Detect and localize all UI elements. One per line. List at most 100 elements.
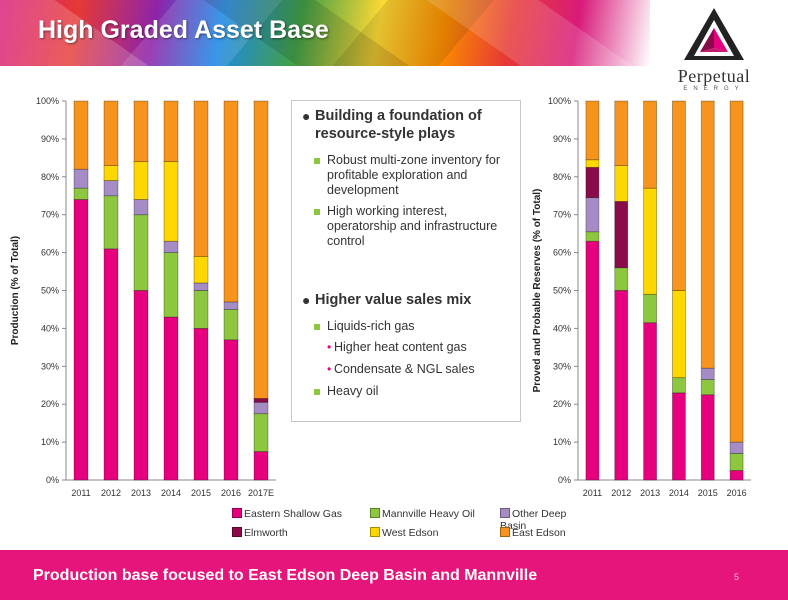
y-tick-label: 100% <box>36 96 59 106</box>
x-tick-label: 2014 <box>161 488 181 498</box>
bar-segment <box>253 451 269 481</box>
bar-segment <box>672 100 686 291</box>
sub-bullet-text: Robust multi-zone inventory for profitab… <box>327 153 500 197</box>
x-tick-label: 2013 <box>131 488 151 498</box>
bar-segment <box>133 100 149 163</box>
bar-segment <box>253 398 269 403</box>
bar-segment <box>163 240 179 253</box>
triangle-logo-icon <box>684 8 744 60</box>
bar-segment <box>672 290 686 379</box>
sub-sub-bullet-text: Higher heat content gas <box>334 340 467 354</box>
y-tick-label: 90% <box>41 134 59 144</box>
bar-segment <box>643 100 657 189</box>
bar-segment <box>193 327 209 481</box>
y-tick-label: 10% <box>41 437 59 447</box>
y-tick-label: 40% <box>553 323 571 333</box>
sub-bullet-text: Liquids-rich gas <box>327 319 415 333</box>
bar-segment <box>253 413 269 452</box>
bar-segment <box>729 453 744 471</box>
legend-label: Eastern Shallow Gas <box>244 508 343 520</box>
small-bullet-icon: • <box>327 340 332 354</box>
header-banner: High Graded Asset Base <box>0 0 650 66</box>
x-tick-label: 2017E <box>248 488 274 498</box>
sub-sub-bullet-text: Condensate & NGL sales <box>334 362 475 376</box>
bar-segment <box>643 322 657 481</box>
bar-segment <box>193 100 209 257</box>
sub-sub-bullet: • Higher heat content gas <box>302 340 512 355</box>
bar-segment <box>700 394 715 481</box>
bar-segment <box>700 379 715 396</box>
bar-segment <box>73 199 89 481</box>
logo-name: Perpetual <box>677 66 751 86</box>
bar-segment <box>729 441 744 454</box>
square-bullet-icon <box>314 324 320 330</box>
bar-segment <box>700 367 715 380</box>
legend-item: East Edson <box>500 527 566 539</box>
y-tick-label: 50% <box>553 286 571 296</box>
legend-swatch <box>500 508 510 518</box>
legend-item: Mannville Heavy Oil <box>370 508 475 520</box>
y-tick-label: 50% <box>41 286 59 296</box>
bullet-heading-text: Higher value sales mix <box>315 292 472 308</box>
legend-item: Elmworth <box>232 527 288 539</box>
bar-segment <box>163 316 179 481</box>
sub-bullet: High working interest, operatorship and … <box>302 204 512 249</box>
y-tick-label: 0% <box>558 475 571 485</box>
x-tick-label: 2016 <box>727 488 747 498</box>
y-tick-label: 80% <box>41 172 59 182</box>
bar-segment <box>193 255 209 284</box>
y-tick-label: 20% <box>553 399 571 409</box>
key-points-box: ● Building a foundation of resource-styl… <box>291 100 521 422</box>
bullet-heading-text: Building a foundation of resource-style … <box>315 108 482 142</box>
x-tick-label: 2014 <box>669 488 689 498</box>
bar-segment <box>103 165 119 181</box>
bar-segment <box>133 214 149 291</box>
sub-bullet: Robust multi-zone inventory for profitab… <box>302 153 512 198</box>
legend-label: Mannville Heavy Oil <box>382 508 475 520</box>
bar-segment <box>73 100 89 170</box>
bar-segment <box>614 267 629 291</box>
bar-segment <box>223 309 239 341</box>
sub-sub-bullet: • Condensate & NGL sales <box>302 362 512 377</box>
legend-swatch <box>500 527 510 537</box>
company-logo: Perpetual ENERGY <box>650 4 788 96</box>
bar-segment <box>103 100 119 166</box>
bar-segment <box>614 201 629 269</box>
legend-label: East Edson <box>512 527 566 539</box>
bullet-dot-icon: ● <box>302 108 311 124</box>
legend-swatch <box>232 527 242 537</box>
logo-tagline: ENERGY <box>683 86 745 92</box>
legend-label: Elmworth <box>244 527 288 539</box>
y-tick-label: 30% <box>553 361 571 371</box>
bar-segment <box>73 187 89 200</box>
bullet-dot-icon: ● <box>302 292 311 308</box>
bar-segment <box>672 377 686 394</box>
page-number: 5 <box>734 572 740 582</box>
y-axis-title: Proved and Probable Reserves (% of Total… <box>532 189 543 393</box>
x-tick-label: 2016 <box>221 488 241 498</box>
legend-swatch <box>232 508 242 518</box>
y-tick-label: 80% <box>553 172 571 182</box>
y-tick-label: 60% <box>553 248 571 258</box>
x-tick-label: 2012 <box>101 488 121 498</box>
y-tick-label: 10% <box>553 437 571 447</box>
bar-segment <box>223 301 239 310</box>
bar-segment <box>643 293 657 324</box>
x-tick-label: 2011 <box>583 488 602 498</box>
chart-legend: Eastern Shallow Gas Mannville Heavy Oil … <box>232 505 592 545</box>
sub-bullet: Liquids-rich gas <box>302 319 512 334</box>
bar-segment <box>223 100 239 303</box>
x-tick-label: 2012 <box>611 488 631 498</box>
footer-bar: Production base focused to East Edson De… <box>0 550 788 600</box>
x-tick-label: 2015 <box>191 488 211 498</box>
bar-segment <box>585 159 600 168</box>
bar-segment <box>133 161 149 200</box>
bar-segment <box>643 187 657 295</box>
bar-segment <box>133 290 149 481</box>
y-axis-title: Production (% of Total) <box>10 236 21 345</box>
production-chart: 0% 10% 20% 30% 40% 50% 60% 70% 80% 90% 100% Product… <box>10 96 276 498</box>
bar-segment <box>73 168 89 189</box>
bar-segment <box>585 240 600 481</box>
bar-segment <box>163 161 179 242</box>
bar-segment <box>729 470 744 481</box>
